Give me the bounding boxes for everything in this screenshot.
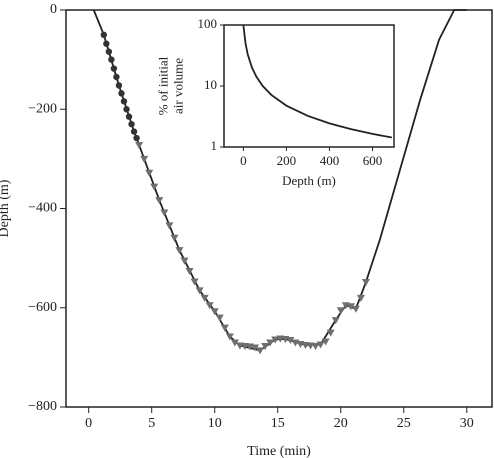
x-tick-label: 20 — [334, 416, 348, 431]
y-axis-title: % of initial — [155, 56, 170, 115]
circle-marker — [120, 98, 128, 105]
circle-marker — [108, 56, 115, 63]
data-line — [242, 24, 393, 139]
triangle-marker — [145, 169, 154, 177]
x-tick-label: 5 — [148, 416, 155, 431]
triangle-marker — [346, 303, 355, 311]
y-tick-label: 0 — [50, 2, 57, 17]
x-tick-label: 15 — [271, 416, 285, 431]
triangle-marker — [210, 308, 219, 316]
x-tick-label: 25 — [397, 416, 411, 431]
y-axis-title: Depth (m) — [0, 179, 12, 237]
triangle-marker — [251, 344, 260, 352]
triangle-marker — [336, 307, 345, 315]
triangle-marker — [195, 287, 204, 295]
x-tick-label: 0 — [85, 416, 92, 431]
triangle-marker — [205, 302, 214, 310]
triangle-marker — [140, 155, 149, 163]
triangle-marker — [220, 324, 229, 332]
circle-marker — [105, 48, 113, 55]
x-axis-title: Depth (m) — [282, 173, 336, 188]
x-tick-label: 200 — [277, 153, 297, 168]
y-axis-title: air volume — [170, 58, 185, 114]
circle-marker — [110, 65, 118, 72]
triangle-marker — [326, 329, 335, 337]
y-tick-label: −800 — [28, 399, 57, 414]
y-tick-label: −400 — [28, 201, 57, 216]
x-tick-label: 400 — [320, 153, 340, 168]
y-tick-label: −200 — [28, 101, 57, 116]
circle-marker — [113, 73, 120, 81]
triangle-marker — [225, 333, 234, 341]
triangle-marker — [160, 209, 169, 217]
triangle-marker — [150, 183, 159, 191]
triangle-marker — [271, 336, 280, 344]
y-tick-label: 100 — [198, 16, 218, 31]
triangle-marker — [215, 314, 224, 322]
triangle-marker — [361, 278, 370, 286]
circle-marker — [123, 106, 130, 113]
triangle-marker — [180, 257, 189, 265]
y-tick-label: 1 — [211, 138, 218, 153]
triangle-marker — [286, 337, 295, 345]
triangle-marker — [261, 342, 270, 350]
circle-marker — [103, 40, 110, 47]
y-tick-label: 10 — [204, 77, 217, 92]
x-axis-title: Time (min) — [247, 444, 311, 458]
triangle-marker — [356, 294, 365, 302]
y-tick-label: −600 — [28, 300, 57, 315]
circle-marker — [125, 113, 133, 120]
circle-marker — [115, 82, 123, 89]
triangle-marker — [170, 234, 179, 242]
triangle-marker — [331, 317, 340, 325]
plot-frame — [223, 24, 395, 148]
x-tick-label: 600 — [363, 153, 383, 168]
circle-marker — [128, 120, 135, 128]
x-tick-label: 30 — [460, 416, 474, 431]
circle-marker — [133, 134, 140, 142]
triangle-marker — [266, 339, 275, 347]
circle-marker — [118, 90, 125, 97]
triangle-marker — [351, 305, 360, 313]
triangle-marker — [175, 247, 184, 255]
triangle-marker — [190, 278, 199, 286]
triangle-marker — [200, 294, 209, 302]
triangle-marker — [230, 339, 239, 347]
triangle-marker — [155, 197, 164, 205]
x-tick-label: 10 — [208, 416, 222, 431]
x-tick-label: 0 — [240, 153, 247, 168]
triangle-marker — [321, 338, 330, 346]
triangle-marker — [316, 341, 325, 349]
circle-marker — [130, 128, 138, 135]
triangle-marker — [185, 268, 194, 276]
triangle-marker — [165, 222, 174, 230]
triangle-marker — [256, 347, 265, 355]
circle-marker — [100, 31, 108, 39]
triangle-marker — [135, 141, 144, 149]
triangle-marker — [311, 342, 320, 350]
